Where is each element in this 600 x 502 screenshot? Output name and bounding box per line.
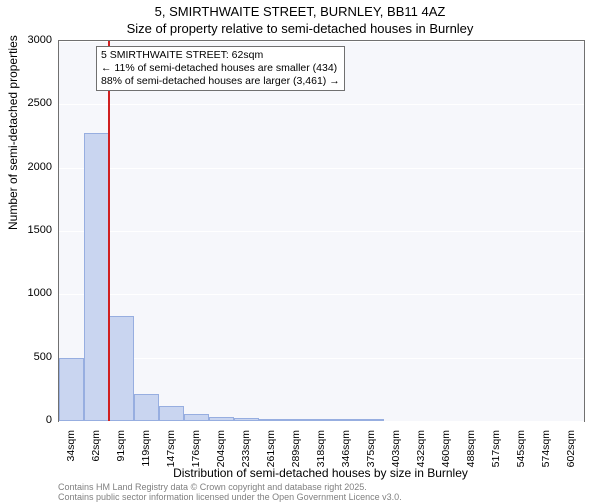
histogram-bar (234, 418, 259, 421)
footer-line1: Contains HM Land Registry data © Crown c… (58, 482, 367, 492)
histogram-bar (184, 414, 209, 421)
histogram-bar (134, 394, 159, 421)
histogram-bar (334, 419, 359, 421)
xtick-label: 34sqm (65, 430, 77, 480)
plot-area (58, 40, 585, 422)
gridline (59, 231, 584, 232)
xtick-label: 403sqm (390, 430, 402, 480)
xtick-label: 62sqm (90, 430, 102, 480)
gridline (59, 104, 584, 105)
annotation-line1: 5 SMIRTHWAITE STREET: 62sqm (101, 49, 340, 62)
gridline (59, 168, 584, 169)
histogram-bar (284, 419, 309, 421)
histogram-bar (359, 419, 384, 421)
annotation-line2: ← 11% of semi-detached houses are smalle… (101, 62, 340, 75)
histogram-bar (209, 417, 234, 421)
xtick-label: 375sqm (365, 430, 377, 480)
ytick-label: 500 (12, 351, 52, 363)
xtick-label: 318sqm (315, 430, 327, 480)
footer-line2: Contains public sector information licen… (58, 492, 402, 502)
xtick-label: 545sqm (515, 430, 527, 480)
ytick-label: 1500 (12, 224, 52, 236)
xtick-label: 488sqm (465, 430, 477, 480)
xtick-label: 119sqm (140, 430, 152, 480)
xtick-label: 602sqm (565, 430, 577, 480)
gridline (59, 421, 584, 422)
xtick-label: 517sqm (490, 430, 502, 480)
ytick-label: 2000 (12, 161, 52, 173)
ytick-label: 1000 (12, 287, 52, 299)
chart-container: 5, SMIRTHWAITE STREET, BURNLEY, BB11 4AZ… (0, 0, 600, 500)
xtick-label: 574sqm (540, 430, 552, 480)
reference-marker-line (108, 41, 110, 421)
ytick-label: 0 (12, 414, 52, 426)
histogram-bar (84, 133, 109, 421)
histogram-bar (259, 419, 284, 421)
y-axis-label: Number of semi-detached properties (6, 35, 20, 230)
gridline (59, 358, 584, 359)
gridline (59, 41, 584, 42)
ytick-label: 2500 (12, 97, 52, 109)
chart-title-main: 5, SMIRTHWAITE STREET, BURNLEY, BB11 4AZ (0, 4, 600, 19)
ytick-label: 3000 (12, 34, 52, 46)
xtick-label: 432sqm (415, 430, 427, 480)
histogram-bar (309, 419, 334, 421)
xtick-label: 176sqm (190, 430, 202, 480)
xtick-label: 261sqm (265, 430, 277, 480)
xtick-label: 204sqm (215, 430, 227, 480)
annotation-line3: 88% of semi-detached houses are larger (… (101, 75, 340, 88)
annotation-box: 5 SMIRTHWAITE STREET: 62sqm ← 11% of sem… (96, 46, 345, 91)
gridline (59, 294, 584, 295)
xtick-label: 346sqm (340, 430, 352, 480)
histogram-bar (159, 406, 184, 421)
xtick-label: 460sqm (440, 430, 452, 480)
xtick-label: 289sqm (290, 430, 302, 480)
xtick-label: 147sqm (165, 430, 177, 480)
xtick-label: 233sqm (240, 430, 252, 480)
histogram-bar (59, 358, 84, 421)
xtick-label: 91sqm (115, 430, 127, 480)
chart-title-sub: Size of property relative to semi-detach… (0, 21, 600, 36)
histogram-bar (109, 316, 134, 421)
